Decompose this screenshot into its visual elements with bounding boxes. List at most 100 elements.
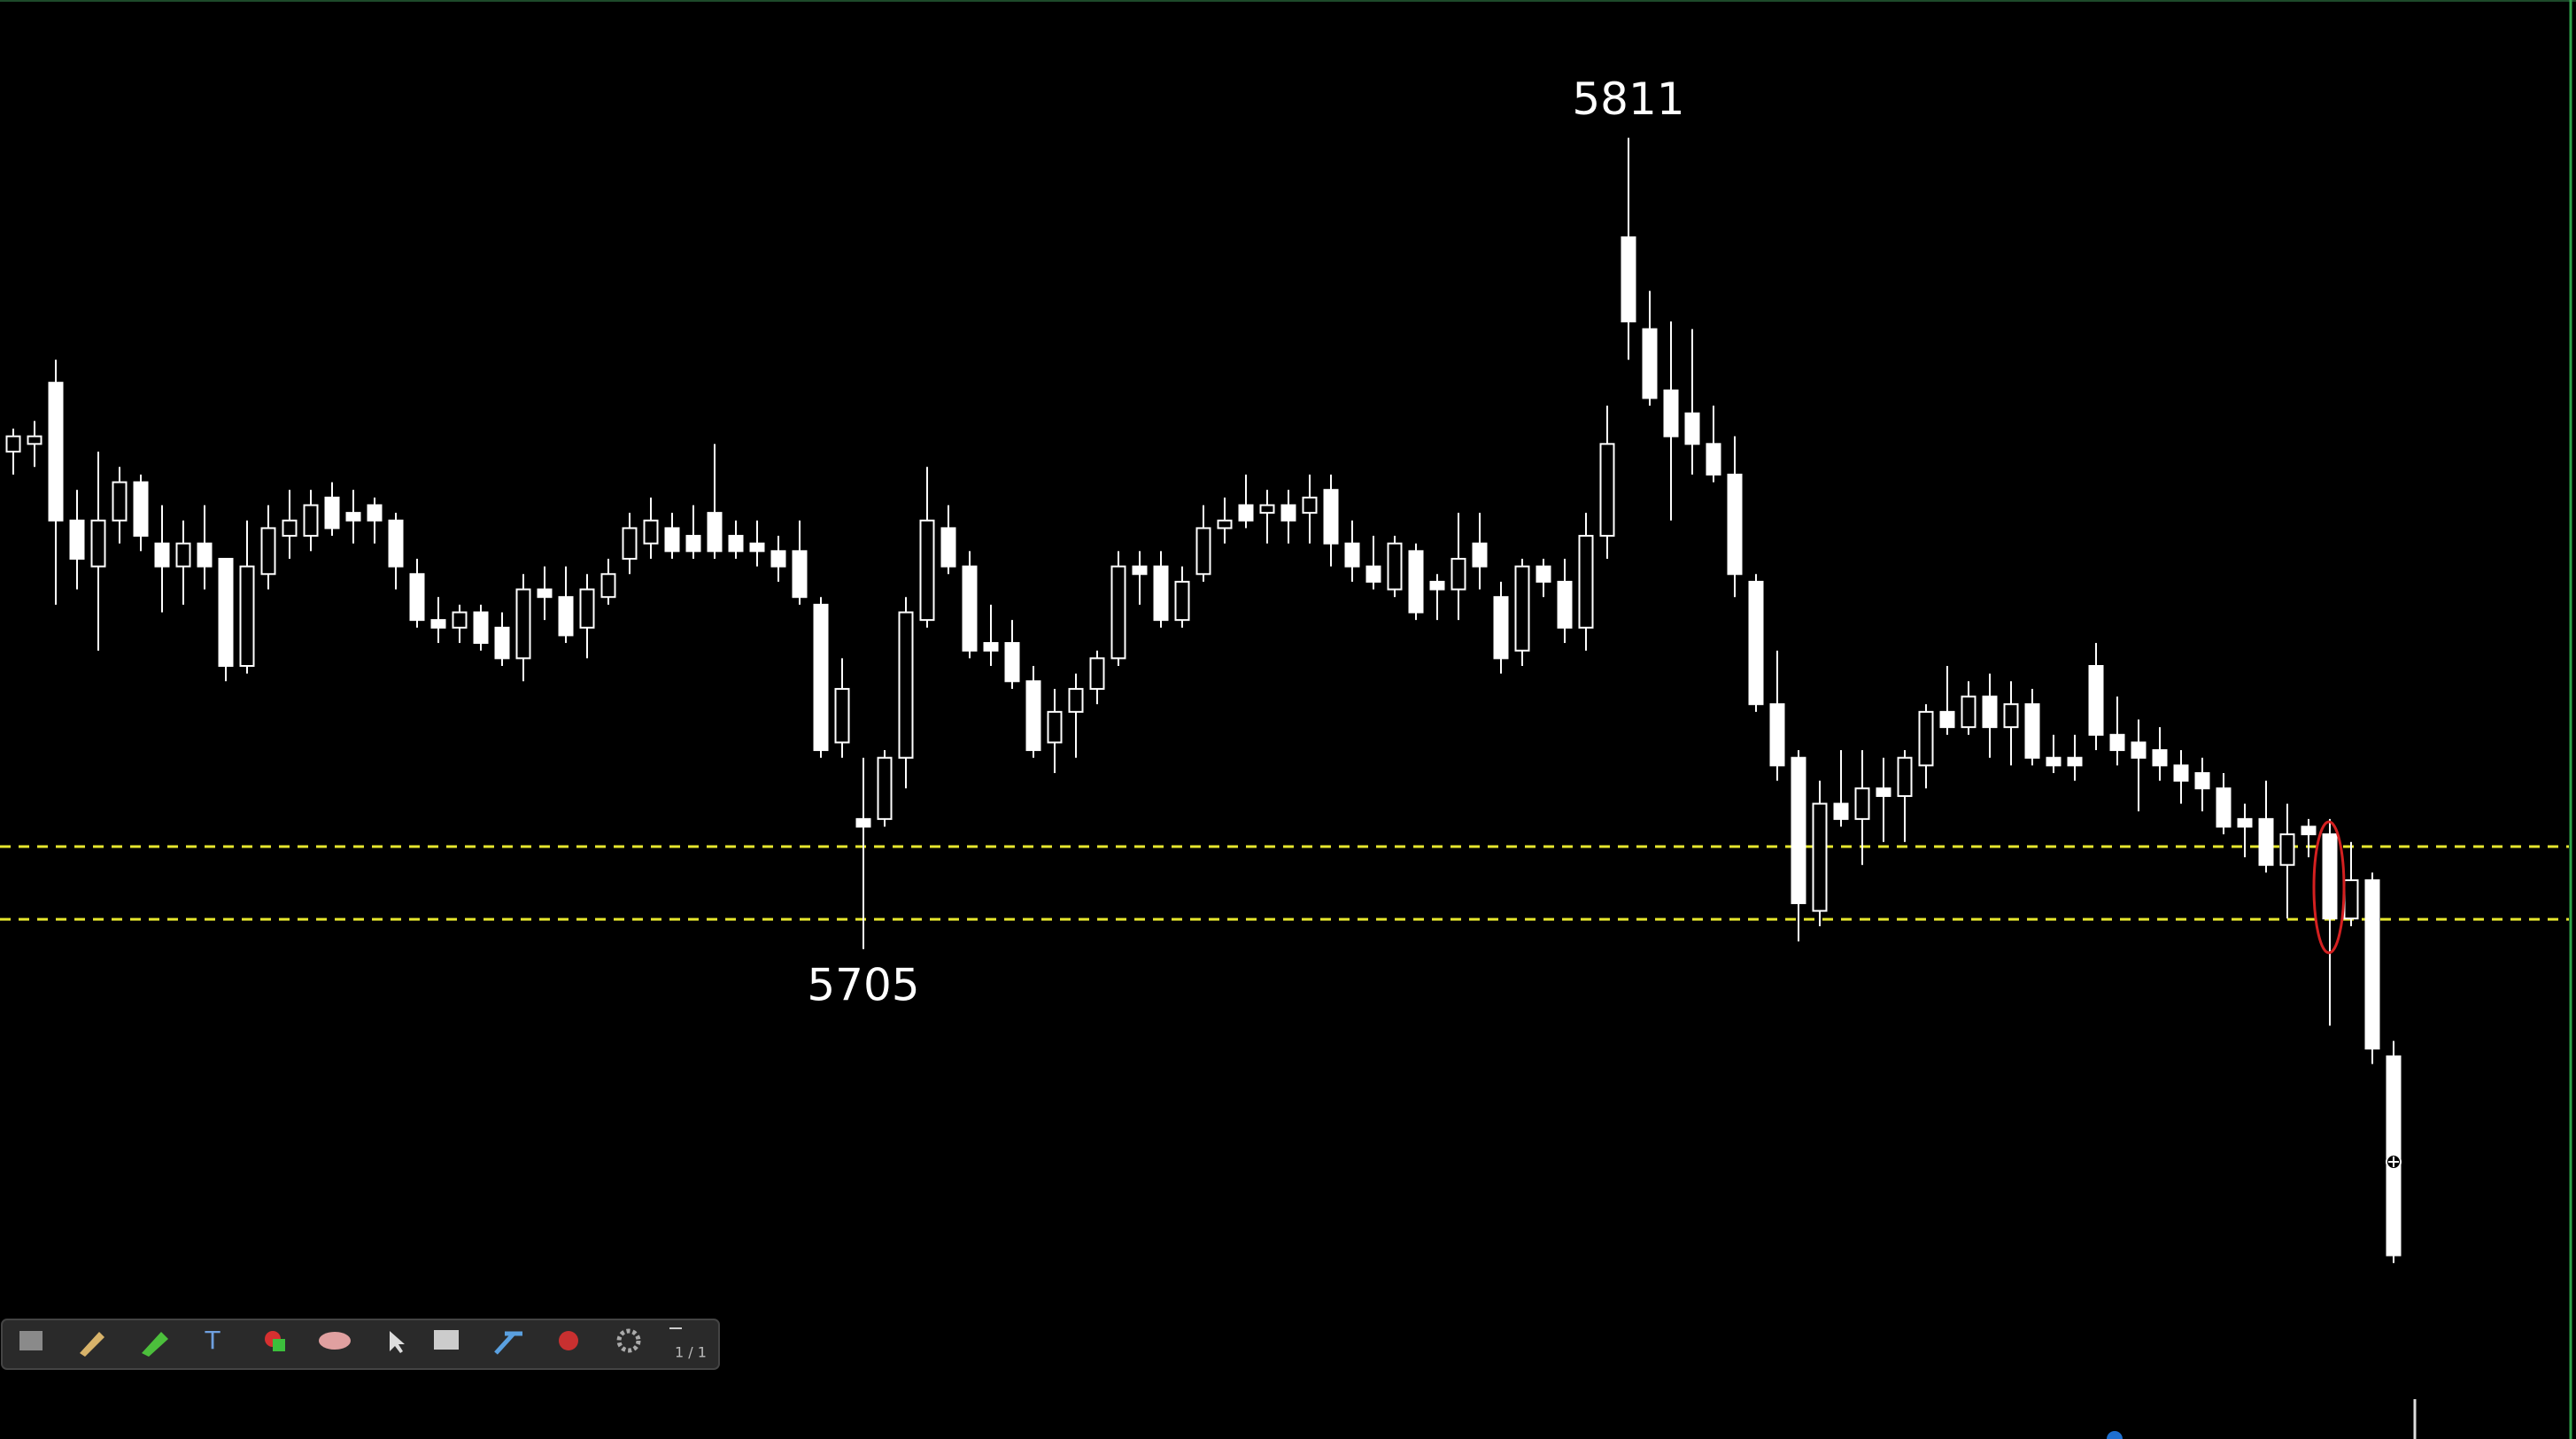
candle-body-up [1302, 496, 1318, 514]
candle-body-up [515, 588, 531, 660]
candle-body-down [813, 603, 829, 752]
candle-body-down [1493, 596, 1509, 660]
candle-body-down [1769, 703, 1785, 767]
candle-body-up [260, 527, 276, 576]
candle-body-up [622, 527, 638, 560]
candle-body-up [1174, 580, 1190, 622]
candle-body-up [303, 504, 319, 538]
candle-body-down [2258, 817, 2274, 866]
tool-settings[interactable] [616, 1328, 641, 1353]
candle-body-down [1833, 802, 1849, 820]
candle-body-up [1918, 710, 1934, 767]
candle-body-up [877, 756, 893, 820]
candle-body-down [749, 542, 765, 553]
toolbar-bg [1, 1319, 720, 1370]
candle-body-down [1429, 580, 1445, 591]
candle-body-up [1387, 542, 1403, 591]
candle-body-down [1323, 489, 1339, 545]
tool-text-icon[interactable]: T [204, 1326, 220, 1355]
candle-body-down [1706, 443, 1721, 476]
tool-rect[interactable] [434, 1330, 459, 1350]
candle-body-up [452, 611, 468, 629]
candle-body-down [2216, 787, 2232, 828]
candle-body-up [600, 573, 616, 599]
candle-body-down [1472, 542, 1488, 568]
price-annotation: 5705 [807, 959, 919, 1010]
candle-body-up [2003, 703, 2019, 729]
candle-body-down [133, 481, 149, 538]
crosshair-cursor [2386, 1154, 2402, 1170]
candle-body-down [1132, 565, 1148, 576]
tool-pointer[interactable] [390, 1331, 405, 1353]
candle-body-up [1047, 710, 1063, 744]
candle-body-up [1089, 657, 1105, 690]
candle-body-down [430, 619, 446, 629]
candle-body-down [1004, 642, 1020, 683]
tool-line[interactable] [494, 1331, 522, 1355]
candle-body-up [898, 611, 914, 759]
tool-record[interactable] [559, 1331, 578, 1350]
candle-body-up [27, 435, 43, 445]
candle-body-down [388, 519, 404, 568]
candle-body-down [1727, 473, 1743, 576]
candle-body-up [1110, 565, 1126, 660]
candle-body-down [48, 382, 64, 522]
tool-eraser[interactable] [319, 1332, 351, 1350]
candle-body-down [1982, 695, 1998, 729]
candle-body-up [90, 519, 106, 568]
candle-body-up [1578, 535, 1594, 629]
candle-body-up [1812, 802, 1828, 912]
candle-body-down [1684, 412, 1700, 445]
candle-body-down [197, 542, 213, 568]
candle-body-down [1025, 680, 1041, 752]
candle-body-down [1663, 389, 1679, 437]
candle-body-down [2237, 817, 2253, 828]
candle-body-down [2067, 756, 2083, 767]
candle-body-down [324, 496, 340, 530]
candle-body-down [1344, 542, 1360, 568]
candle-body-down [218, 557, 234, 667]
candle-body-down [1642, 328, 1658, 399]
candle-body-down [1365, 565, 1381, 583]
tool-shape-green[interactable] [273, 1339, 285, 1351]
tool-select[interactable] [19, 1331, 43, 1350]
candle-body-down [409, 573, 425, 622]
toolbar: T 1 / 1 [1, 1319, 720, 1370]
candle-body-down [2024, 703, 2040, 759]
candle-body-up [1599, 443, 1615, 538]
candle-body-up [1259, 504, 1275, 514]
candle-body-up [1068, 687, 1084, 713]
candle-body-down [707, 512, 723, 553]
candle-body-down [2088, 664, 2104, 736]
candle-body-down [2322, 833, 2338, 920]
candle-body-down [1939, 710, 1955, 729]
candle-body-up [834, 687, 850, 744]
candle-body-up [1961, 695, 1976, 729]
candle-body-down [1238, 504, 1254, 522]
tool-pencil[interactable] [80, 1332, 104, 1357]
candle-body-up [112, 481, 128, 522]
candle-body-down [2194, 772, 2210, 790]
candle-body-down [558, 596, 574, 637]
candle-body-down [770, 550, 786, 568]
candle-body-down [473, 611, 489, 645]
highlight-ellipse [2312, 820, 2346, 955]
candle-body-up [579, 588, 595, 629]
candle-body-down [2364, 879, 2380, 1050]
toolbar-page: 1 / 1 [675, 1344, 707, 1361]
candle-body-down [345, 512, 361, 522]
candle-body-up [5, 435, 21, 453]
candle-body-up [175, 542, 191, 568]
candle-body-down [537, 588, 553, 599]
price-annotation: 5811 [1572, 73, 1684, 125]
candle-body-up [1854, 787, 1870, 820]
tool-marker[interactable] [142, 1332, 168, 1357]
candle-body-up [1450, 557, 1466, 591]
candle-body-up [2279, 833, 2295, 866]
candle-body-down [1408, 550, 1424, 614]
candle-body-down [1876, 787, 1891, 797]
candle-body-down [983, 642, 999, 652]
candle-body-down [962, 565, 978, 652]
plot-area: 5811 5705 [0, 73, 2569, 1264]
